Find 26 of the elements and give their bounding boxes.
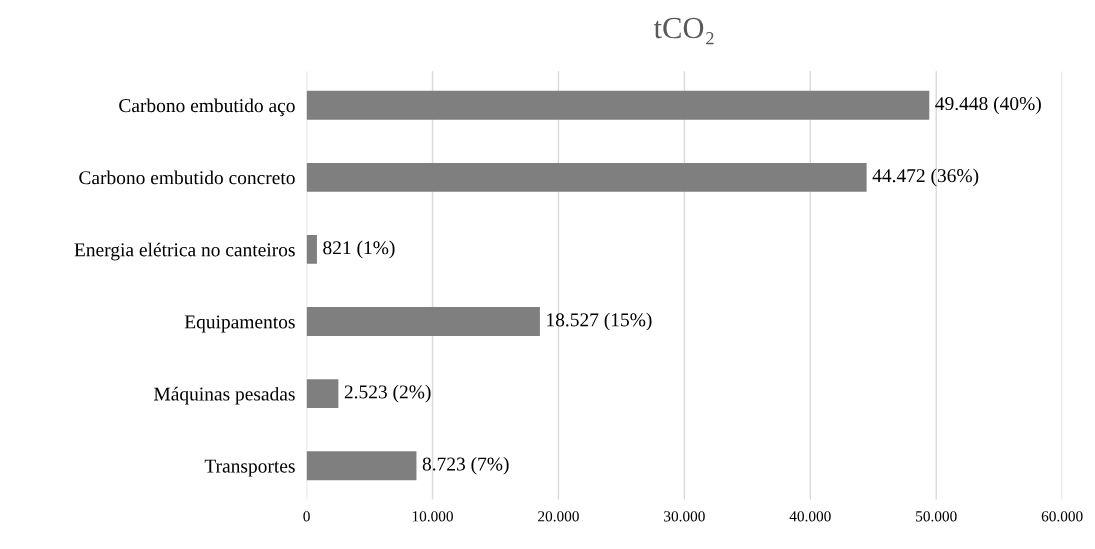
bar bbox=[306, 307, 540, 336]
chart-title: tCO₂ bbox=[653, 17, 714, 45]
x-tick-label: 20.000 bbox=[538, 511, 579, 522]
bar bbox=[306, 451, 417, 481]
x-tick-label: 30.000 bbox=[664, 511, 705, 522]
x-tick-label: 10.000 bbox=[412, 511, 453, 522]
bar bbox=[306, 90, 930, 120]
data-label: 821 (1%) bbox=[323, 240, 395, 259]
y-tick-label: Carbono embutido concreto bbox=[79, 170, 295, 185]
bar bbox=[306, 235, 317, 264]
data-label: 49.448 (40%) bbox=[935, 96, 1041, 115]
data-label: 2.523 (2%) bbox=[344, 384, 431, 403]
bar bbox=[306, 162, 867, 192]
x-tick-label: 40.000 bbox=[789, 511, 831, 522]
data-label: 8.723 (7%) bbox=[422, 456, 509, 475]
y-tick-label: Transportes bbox=[204, 459, 295, 477]
bar bbox=[306, 379, 339, 409]
data-label: 18.527 (15%) bbox=[547, 312, 652, 331]
y-tick-label: Máquinas pesadas bbox=[154, 386, 295, 405]
y-tick-label: Carbono embutido aço bbox=[119, 98, 295, 117]
y-tick-label: Energia elétrica no canteiros bbox=[74, 242, 295, 261]
x-tick-label: 0 bbox=[303, 511, 310, 522]
data-label: 44.472 (36%) bbox=[872, 168, 979, 187]
x-tick-label: 60.000 bbox=[1041, 511, 1083, 522]
x-tick-label: 50.000 bbox=[916, 511, 957, 522]
y-tick-label: Equipamentos bbox=[184, 315, 295, 333]
